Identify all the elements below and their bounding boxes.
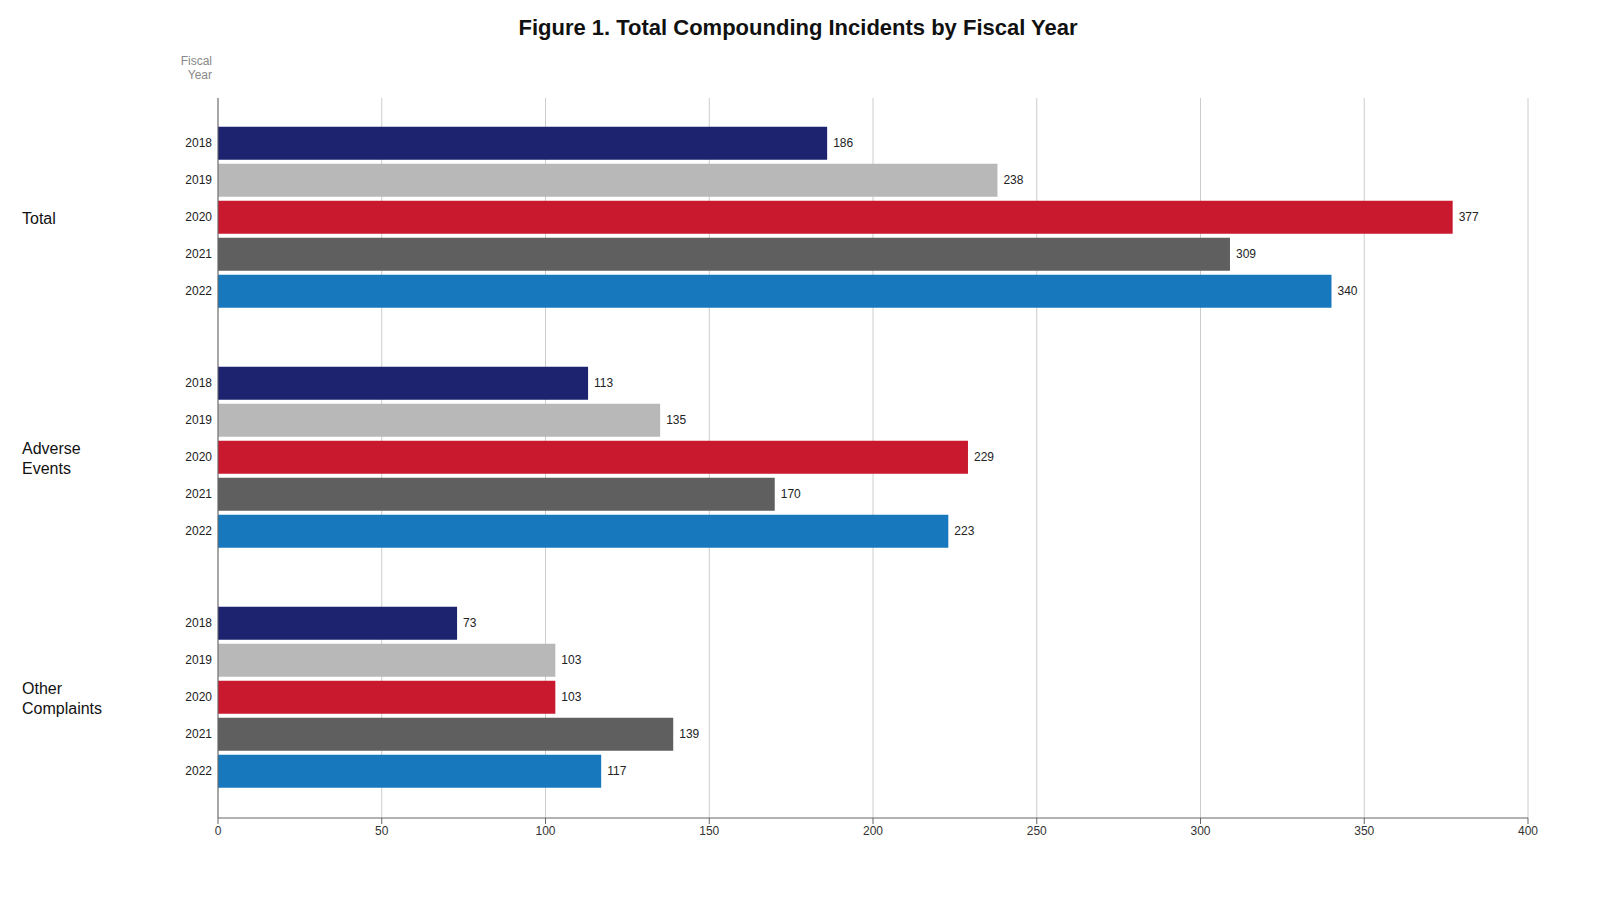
- svg-text:135: 135: [666, 413, 686, 427]
- svg-text:200: 200: [863, 824, 883, 838]
- svg-text:2022: 2022: [185, 284, 212, 298]
- svg-text:238: 238: [1003, 173, 1023, 187]
- svg-text:250: 250: [1027, 824, 1047, 838]
- svg-text:103: 103: [561, 690, 581, 704]
- svg-text:103: 103: [561, 653, 581, 667]
- svg-text:OtherComplaints: OtherComplaints: [22, 680, 102, 716]
- svg-text:113: 113: [594, 376, 613, 390]
- svg-text:139: 139: [679, 727, 699, 741]
- svg-text:100: 100: [535, 824, 555, 838]
- svg-text:2022: 2022: [185, 524, 212, 538]
- svg-text:2019: 2019: [185, 653, 212, 667]
- svg-text:377: 377: [1459, 210, 1479, 224]
- svg-text:2021: 2021: [185, 487, 212, 501]
- svg-text:170: 170: [781, 487, 801, 501]
- svg-text:340: 340: [1338, 284, 1358, 298]
- svg-text:2021: 2021: [185, 247, 212, 261]
- svg-text:2020: 2020: [185, 210, 212, 224]
- svg-text:117: 117: [607, 764, 626, 778]
- svg-text:309: 309: [1236, 247, 1256, 261]
- html-text:Fiscal Year: Fiscal Year: [180, 54, 212, 83]
- svg-text:2019: 2019: [185, 413, 212, 427]
- html-text:Figure 1. Total Compounding In: Figure 1. Total Compounding Incidents by…: [518, 15, 1078, 40]
- svg-text:2022: 2022: [185, 764, 212, 778]
- svg-text:50: 50: [375, 824, 389, 838]
- svg-text:2018: 2018: [185, 376, 212, 390]
- svg-text:150: 150: [699, 824, 719, 838]
- svg-text:400: 400: [1518, 824, 1538, 838]
- svg-text:73: 73: [463, 616, 477, 630]
- svg-text:186: 186: [833, 136, 853, 150]
- svg-text:2021: 2021: [185, 727, 212, 741]
- svg-text:2020: 2020: [185, 450, 212, 464]
- svg-text:229: 229: [974, 450, 994, 464]
- svg-text:2020: 2020: [185, 690, 212, 704]
- svg-text:300: 300: [1190, 824, 1210, 838]
- svg-text:0: 0: [215, 824, 222, 838]
- svg-text:350: 350: [1354, 824, 1374, 838]
- svg-text:2018: 2018: [185, 616, 212, 630]
- svg-text:223: 223: [954, 524, 974, 538]
- svg-text:Total: Total: [22, 210, 56, 227]
- svg-text:AdverseEvents: AdverseEvents: [22, 440, 81, 476]
- svg-text:2018: 2018: [185, 136, 212, 150]
- svg-text:2019: 2019: [185, 173, 212, 187]
